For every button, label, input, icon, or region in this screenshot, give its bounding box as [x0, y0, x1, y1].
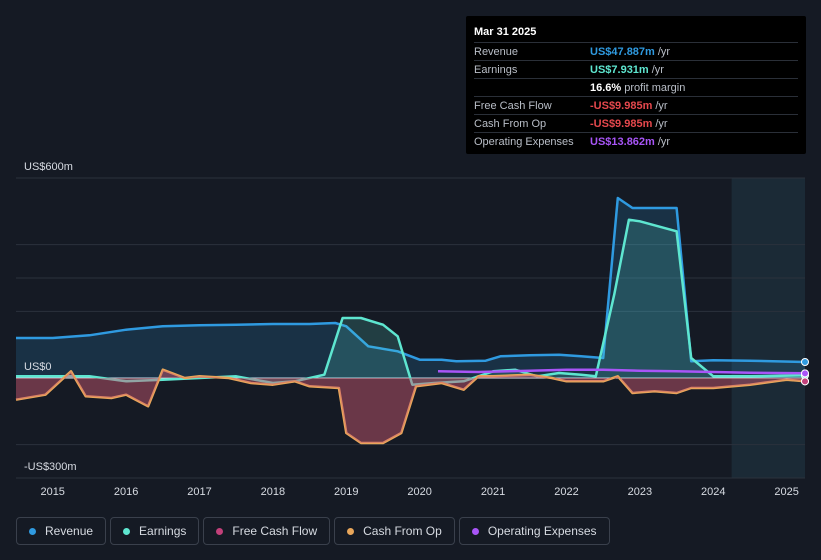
- legend-item-free-cash-flow[interactable]: Free Cash Flow: [203, 517, 331, 545]
- tooltip-row: 16.6% profit margin: [474, 78, 798, 96]
- x-tick-label: 2018: [261, 486, 285, 498]
- legend-label: Revenue: [45, 524, 94, 538]
- tooltip-row-label: Free Cash Flow: [474, 99, 552, 112]
- tooltip-row: Operating Expenses US$13.862m/yr: [474, 132, 798, 150]
- tooltip-row: Free Cash Flow -US$9.985m/yr: [474, 96, 798, 114]
- series-layer: [15, 196, 806, 445]
- x-tick-label: 2017: [187, 486, 211, 498]
- y-tick-label: US$0: [24, 361, 52, 373]
- tooltip-row-label: Operating Expenses: [474, 135, 574, 148]
- x-tick-label: 2022: [554, 486, 578, 498]
- legend-label: Free Cash Flow: [232, 524, 318, 538]
- legend-item-revenue[interactable]: Revenue: [16, 517, 107, 545]
- tooltip-row-label: Cash From Op: [474, 117, 547, 130]
- x-tick-label: 2021: [481, 486, 505, 498]
- tooltip-row-unit: /yr: [657, 135, 671, 148]
- series-end-markers: [801, 358, 809, 386]
- tooltip-row-value: US$13.862m: [590, 135, 655, 148]
- x-tick-label: 2023: [628, 486, 652, 498]
- x-tick-label: 2015: [40, 486, 64, 498]
- earnings-area: [16, 219, 805, 385]
- legend-dot-icon: [347, 527, 355, 535]
- operating-expenses-end-point: [801, 369, 809, 378]
- revenue-end-point: [801, 358, 809, 366]
- cash-from-op-line: [15, 368, 806, 445]
- y-tick-label: -US$300m: [24, 461, 77, 473]
- legend-item-operating-expenses[interactable]: Operating Expenses: [458, 517, 610, 545]
- revenue-line: [16, 196, 806, 364]
- revenue-area: [16, 198, 805, 378]
- y-axis: US$600m US$0 -US$300m: [24, 161, 77, 473]
- forecast-band: [731, 178, 805, 478]
- tooltip-date: Mar 31 2025: [474, 26, 537, 38]
- y-tick-label: US$600m: [24, 161, 73, 173]
- tooltip-row-unit: /yr: [655, 99, 668, 112]
- tooltip: Mar 31 2025 Revenue US$47.887m/yr Earnings…: [466, 16, 806, 154]
- legend-label: Operating Expenses: [487, 524, 597, 538]
- x-tick-label: 2020: [407, 486, 431, 498]
- legend: Revenue Earnings Free Cash Flow Cash From O…: [16, 517, 610, 545]
- legend-dot-icon: [216, 527, 224, 535]
- free-cash-flow-end-point: [801, 377, 809, 386]
- tooltip-row-unit: profit margin: [624, 81, 686, 94]
- tooltip-row-value: 16.6%: [590, 81, 622, 94]
- legend-label: Earnings: [139, 524, 187, 538]
- tooltip-rows: Revenue US$47.887m/yr Earnings US$7.931m/yr…: [474, 42, 798, 150]
- operating-expenses-line: [437, 368, 806, 375]
- legend-dot-icon: [123, 527, 131, 535]
- tooltip-row: Earnings US$7.931m/yr: [474, 60, 798, 78]
- tooltip-row-value: -US$9.985m: [590, 117, 653, 130]
- gridlines: [16, 177, 805, 479]
- free-cash-flow-area: [16, 369, 805, 443]
- cash-from-op-area: [16, 369, 805, 443]
- tooltip-row-label: Revenue: [474, 45, 519, 58]
- legend-label: Cash From Op: [363, 524, 442, 538]
- tooltip-row-label: Earnings: [474, 63, 518, 76]
- tooltip-row-unit: /yr: [657, 45, 671, 58]
- tooltip-row-unit: /yr: [651, 63, 664, 76]
- tooltip-row: Cash From Op -US$9.985m/yr: [474, 114, 798, 132]
- x-tick-label: 2016: [114, 486, 138, 498]
- tooltip-row-value: -US$9.985m: [590, 99, 653, 112]
- x-tick-label: 2024: [701, 486, 725, 498]
- tooltip-row-unit: /yr: [655, 117, 668, 130]
- legend-dot-icon: [29, 527, 36, 535]
- x-axis: 2015 2016 2017 2018 2019 2020 2021 2022 2023 2024…: [40, 486, 798, 498]
- x-tick-label: 2025: [774, 486, 798, 498]
- x-tick-label: 2019: [334, 486, 358, 498]
- tooltip-row-value: US$47.887m: [590, 45, 655, 58]
- legend-item-earnings[interactable]: Earnings: [110, 517, 200, 545]
- tooltip-row: Revenue US$47.887m/yr: [474, 42, 798, 60]
- legend-dot-icon: [471, 527, 479, 535]
- legend-item-cash-from-op[interactable]: Cash From Op: [334, 517, 455, 545]
- tooltip-row-value: US$7.931m: [590, 63, 649, 76]
